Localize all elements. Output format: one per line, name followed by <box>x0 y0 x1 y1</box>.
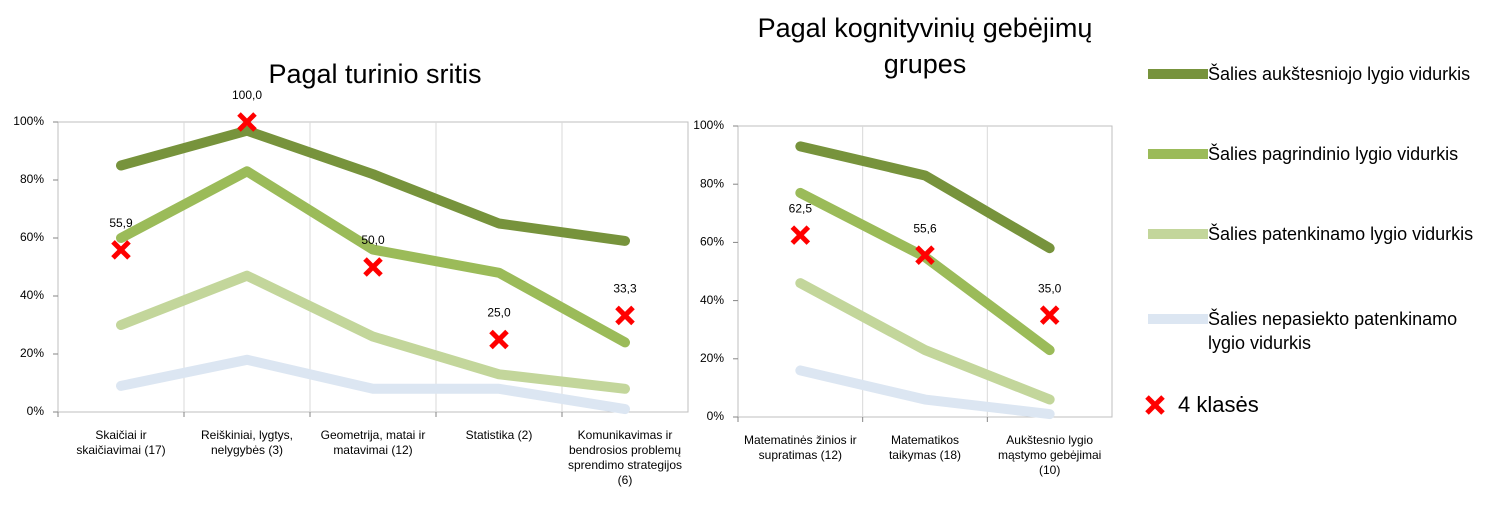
y-tick-label: 20% <box>20 346 44 360</box>
y-tick-label: 60% <box>20 230 44 244</box>
chart-title: Pagal kognityvinių gebėjimų grupes <box>757 13 1093 79</box>
series-line <box>795 365 1055 420</box>
legend-label: 4 klasės <box>1178 392 1259 417</box>
data-label: 50,0 <box>361 233 385 247</box>
series-line <box>795 278 1055 405</box>
data-label: 33,3 <box>613 282 637 296</box>
y-tick-label: 100% <box>693 118 724 132</box>
marker-stroke <box>363 257 383 277</box>
legend-marker <box>1145 395 1165 415</box>
series-line <box>116 270 630 394</box>
marker <box>615 305 635 326</box>
x-tick-label: Skaičiai ir skaičiavimai (17) <box>76 428 166 457</box>
plot-area <box>737 125 1113 418</box>
marker-stroke <box>1039 305 1060 325</box>
marker-stroke <box>790 225 811 245</box>
y-tick-label: 80% <box>20 172 44 186</box>
y-tick-label: 80% <box>700 176 724 190</box>
plot-area <box>57 121 689 413</box>
data-label: 35,0 <box>1038 281 1062 295</box>
marker <box>489 329 509 350</box>
data-label: 55,9 <box>109 216 133 230</box>
x-tick-label: Statistika (2) <box>465 428 533 442</box>
y-tick-label: 0% <box>707 409 725 423</box>
y-tick-label: 0% <box>27 404 45 418</box>
data-label: 55,6 <box>913 221 937 235</box>
y-tick-label: 40% <box>700 293 724 307</box>
legend-label: Šalies aukštesniojo lygio vidurkis <box>1208 64 1471 84</box>
marker-stroke <box>915 245 935 265</box>
legend-label: Šalies pagrindinio lygio vidurkis <box>1208 144 1459 164</box>
marker-stroke <box>1145 395 1165 415</box>
data-label: 25,0 <box>487 306 511 320</box>
x-tick-label: Matematikos taikymas (18) <box>888 433 961 462</box>
marker <box>237 112 257 132</box>
marker-stroke <box>615 305 635 326</box>
series-line <box>795 141 1055 254</box>
marker <box>111 240 131 260</box>
y-tick-label: 20% <box>700 351 724 365</box>
marker-stroke <box>237 112 257 132</box>
marker-stroke <box>489 329 509 350</box>
chart-title: Pagal turinio sritis <box>268 59 482 89</box>
y-tick-label: 60% <box>700 235 724 249</box>
x-tick-label: Komunikavimas ir bendrosios problemų spr… <box>567 428 683 487</box>
marker <box>915 245 935 265</box>
marker <box>1039 305 1060 325</box>
series-line <box>116 166 630 348</box>
marker <box>790 225 811 245</box>
marker <box>363 257 383 277</box>
series-line <box>116 354 630 415</box>
series-line <box>795 187 1055 356</box>
data-label: 100,0 <box>232 88 262 102</box>
x-tick-label: Aukštesnio lygio mąstymo gebėjimai (10) <box>997 433 1102 477</box>
x-tick-label: Matematinės žinios ir supratimas (12) <box>743 433 857 462</box>
legend-label: Šalies patenkinamo lygio vidurkis <box>1208 224 1474 244</box>
x-tick-label: Reiškiniai, lygtys, nelygybės (3) <box>200 428 294 457</box>
series-line <box>116 125 630 246</box>
marker-stroke <box>111 240 131 260</box>
data-label: 62,5 <box>789 201 813 215</box>
y-tick-label: 100% <box>13 114 44 128</box>
x-tick-label: Geometrija, matai ir matavimai (12) <box>320 428 426 457</box>
y-tick-label: 40% <box>20 288 44 302</box>
legend-label: Šalies nepasiekto patenkinamo lygio vidu… <box>1208 309 1458 353</box>
